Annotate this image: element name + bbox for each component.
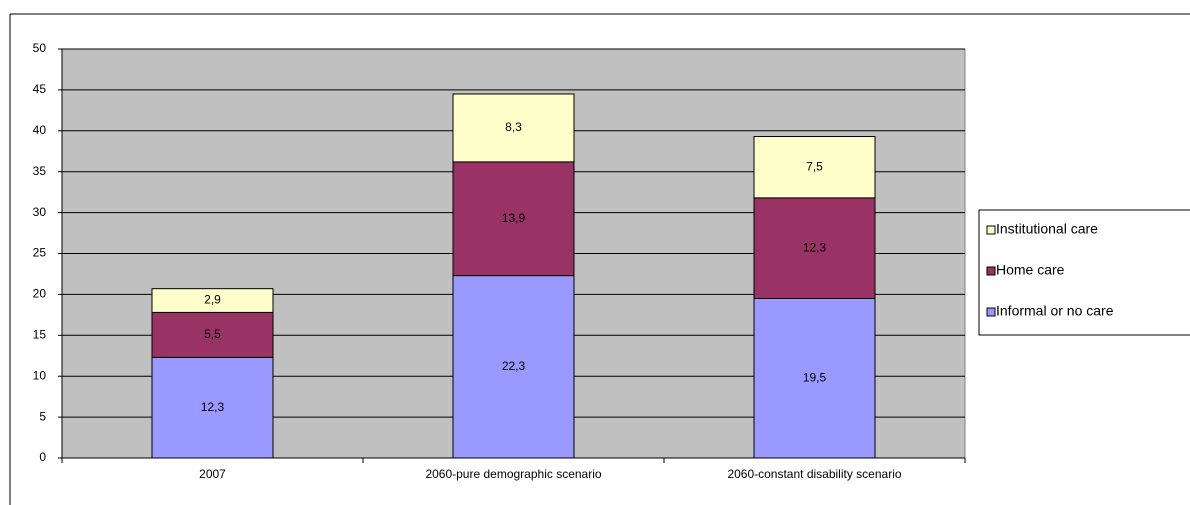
data-label: 12,3 xyxy=(201,400,225,414)
bar-segment xyxy=(753,136,876,199)
y-tick-label: 45 xyxy=(33,82,47,96)
legend-label: Informal or no care xyxy=(996,303,1114,319)
x-tick-label: 2060-pure demographic scenario xyxy=(425,467,601,481)
x-tick-label: 2060-constant disability scenario xyxy=(727,467,901,481)
data-label: 13,9 xyxy=(502,211,526,225)
y-tick-label: 35 xyxy=(33,164,47,178)
legend-label: Home care xyxy=(996,262,1065,278)
data-label: 19,5 xyxy=(803,370,827,384)
bar-segment xyxy=(151,356,274,459)
data-label: 5,5 xyxy=(204,327,221,341)
y-tick-label: 0 xyxy=(39,450,46,464)
data-label: 7,5 xyxy=(806,159,823,173)
bar-segment xyxy=(452,275,575,459)
legend xyxy=(978,209,1190,336)
bar-segment xyxy=(452,93,575,163)
data-label: 2,9 xyxy=(204,293,221,307)
y-tick-label: 30 xyxy=(33,205,47,219)
data-label: 22,3 xyxy=(502,359,526,373)
data-label: 8,3 xyxy=(505,120,522,134)
legend-swatch xyxy=(986,266,996,276)
x-tick-label: 2007 xyxy=(199,467,226,481)
bar-segment xyxy=(151,288,274,313)
y-tick-label: 20 xyxy=(33,287,47,301)
bar-segment xyxy=(452,161,575,277)
legend-swatch xyxy=(986,307,996,317)
y-tick-label: 40 xyxy=(33,123,47,137)
y-tick-label: 5 xyxy=(39,409,46,423)
legend-label: Institutional care xyxy=(996,221,1098,237)
data-label: 12,3 xyxy=(803,240,827,254)
y-tick-label: 15 xyxy=(33,327,47,341)
bar-segment xyxy=(151,311,274,358)
legend-swatch xyxy=(986,225,996,235)
y-tick-label: 25 xyxy=(33,246,47,260)
y-tick-label: 10 xyxy=(33,368,47,382)
bar-segment xyxy=(753,297,876,459)
y-tick-label: 50 xyxy=(33,41,47,55)
